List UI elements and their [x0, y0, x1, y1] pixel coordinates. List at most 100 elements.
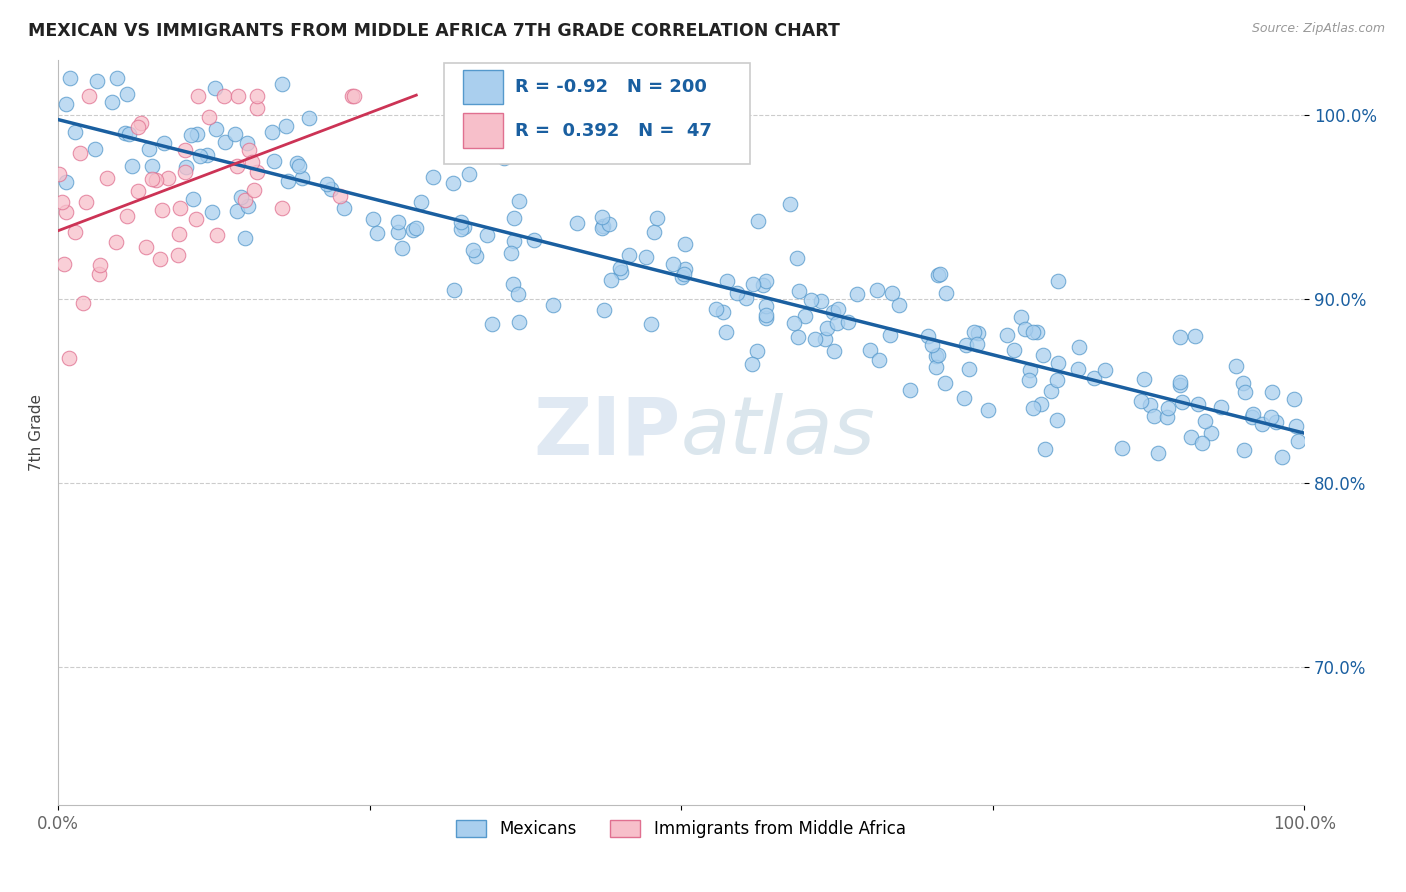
- Point: [502, 211, 524, 225]
- Point: [955, 338, 977, 352]
- Point: [1133, 372, 1156, 386]
- Point: [1286, 434, 1309, 449]
- Point: [63, 125, 86, 139]
- Point: [198, 110, 221, 124]
- Point: [1184, 328, 1206, 343]
- Point: [508, 315, 530, 329]
- Point: [121, 159, 143, 173]
- Point: [233, 231, 256, 245]
- Point: [1250, 417, 1272, 431]
- Point: [935, 286, 957, 301]
- Point: [315, 177, 337, 191]
- Point: [837, 315, 859, 329]
- Point: [214, 89, 236, 103]
- Point: [1233, 384, 1256, 399]
- Point: [593, 302, 616, 317]
- Point: [169, 227, 191, 241]
- Point: [188, 149, 211, 163]
- Point: [617, 248, 640, 262]
- Point: [957, 362, 980, 376]
- Point: [1199, 426, 1222, 441]
- Point: [610, 265, 633, 279]
- Point: [235, 193, 257, 207]
- Point: [63, 225, 86, 239]
- Point: [787, 330, 810, 344]
- Point: [735, 291, 758, 305]
- Legend: Mexicans, Immigrants from Middle Africa: Mexicans, Immigrants from Middle Africa: [450, 814, 912, 845]
- Point: [1157, 401, 1180, 415]
- Point: [645, 211, 668, 225]
- Point: [952, 392, 974, 406]
- Point: [72, 296, 94, 310]
- Point: [138, 142, 160, 156]
- Point: [55, 175, 77, 189]
- Point: [1264, 415, 1286, 429]
- Point: [343, 89, 366, 103]
- Point: [96, 170, 118, 185]
- Point: [1180, 430, 1202, 444]
- Point: [105, 235, 128, 249]
- Point: [1285, 419, 1308, 434]
- Point: [966, 337, 988, 351]
- Point: [927, 268, 949, 282]
- Point: [783, 316, 806, 330]
- Point: [1233, 442, 1256, 457]
- Point: [450, 215, 472, 229]
- Point: [127, 120, 149, 135]
- Point: [502, 277, 524, 292]
- Point: [55, 205, 77, 219]
- Point: [260, 125, 283, 139]
- Point: [1040, 384, 1063, 398]
- Text: atlas: atlas: [681, 393, 876, 471]
- Point: [609, 260, 631, 275]
- Point: [89, 258, 111, 272]
- Point: [673, 267, 696, 281]
- Point: [1094, 363, 1116, 377]
- Point: [409, 195, 432, 210]
- Point: [422, 169, 444, 184]
- Point: [673, 261, 696, 276]
- Text: MEXICAN VS IMMIGRANTS FROM MIDDLE AFRICA 7TH GRADE CORRELATION CHART: MEXICAN VS IMMIGRANTS FROM MIDDLE AFRICA…: [28, 22, 839, 40]
- Point: [238, 143, 260, 157]
- Point: [205, 122, 228, 136]
- Point: [704, 301, 727, 316]
- Point: [567, 216, 589, 230]
- Point: [725, 285, 748, 300]
- Point: [86, 74, 108, 88]
- Point: [89, 268, 111, 282]
- Point: [271, 202, 294, 216]
- Point: [195, 148, 218, 162]
- Point: [662, 257, 685, 271]
- Point: [598, 217, 620, 231]
- Point: [405, 220, 427, 235]
- Point: [58, 351, 80, 365]
- Point: [793, 309, 815, 323]
- Point: [149, 252, 172, 267]
- Point: [779, 197, 801, 211]
- Point: [1046, 374, 1069, 388]
- Point: [1241, 407, 1264, 421]
- Point: [77, 89, 100, 103]
- Point: [1130, 393, 1153, 408]
- Y-axis label: 7th Grade: 7th Grade: [30, 393, 44, 471]
- Point: [457, 167, 479, 181]
- Point: [141, 171, 163, 186]
- Point: [879, 328, 901, 343]
- Point: [235, 136, 257, 150]
- Point: [453, 219, 475, 234]
- Point: [1209, 400, 1232, 414]
- Point: [967, 326, 990, 340]
- Point: [181, 192, 204, 206]
- Point: [1002, 343, 1025, 357]
- Point: [508, 194, 530, 208]
- Point: [503, 234, 526, 248]
- FancyBboxPatch shape: [444, 63, 749, 164]
- Point: [786, 251, 808, 265]
- Point: [156, 170, 179, 185]
- Point: [298, 111, 321, 125]
- Point: [927, 348, 949, 362]
- Point: [929, 267, 952, 281]
- Point: [1022, 401, 1045, 416]
- Point: [859, 343, 882, 357]
- Point: [361, 212, 384, 227]
